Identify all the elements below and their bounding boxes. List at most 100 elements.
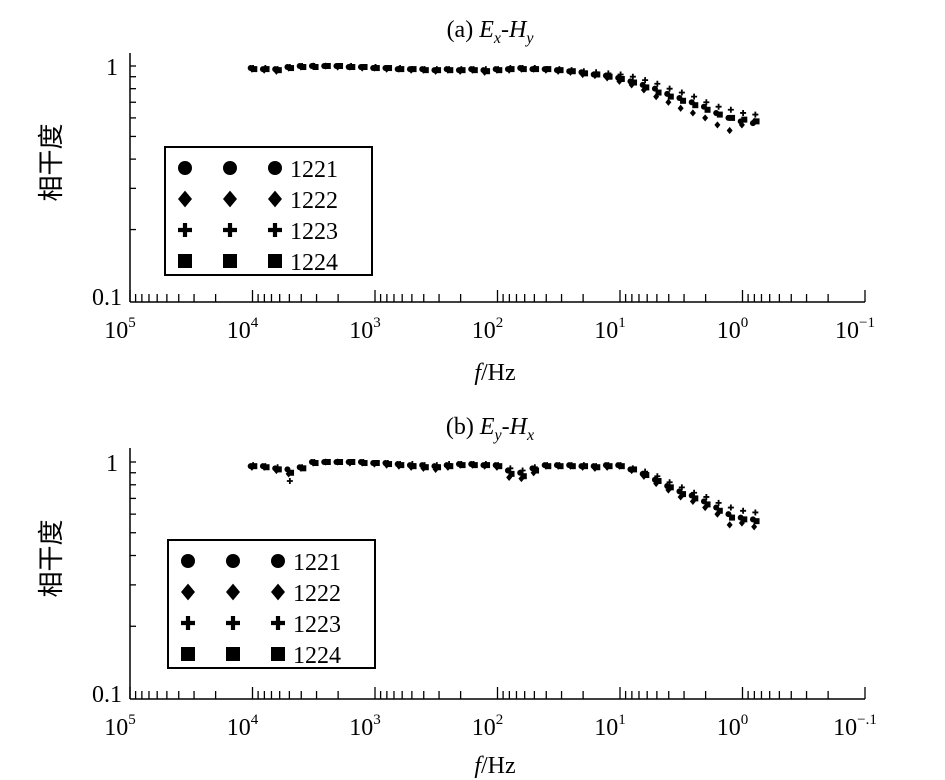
x-tick-base: 10 [104,715,128,741]
data-point-square [606,463,613,470]
data-point-plus [666,479,673,486]
data-point-square [618,75,625,82]
legend-square-icon [178,254,192,268]
data-point-diamond [506,473,513,481]
x-tick-label: 100 [717,712,749,741]
legend-circle-icon [223,161,237,175]
data-point-square [631,79,638,86]
x-tick-label: 10−1 [835,315,875,344]
legend-circle-icon [226,554,240,568]
data-point-square [508,470,515,477]
x-tick-exponent: 2 [496,315,504,331]
data-point-diamond [714,121,721,129]
y-tick-label: 1 [106,451,118,477]
legend-circle-icon [181,554,195,568]
data-point-plus [727,106,734,113]
data-point-square [361,64,368,71]
data-point-square [398,462,405,469]
x-tick-label: 104 [227,712,259,741]
data-point-square [716,111,723,118]
data-point-square [422,464,429,471]
legend-square-icon [271,647,285,661]
data-point-square [667,484,674,491]
data-point-square [680,491,687,498]
legend-diamond-icon [181,583,195,601]
legend-label: 1224 [290,250,338,276]
series-1224 [251,63,760,125]
data-point-square [582,463,589,470]
series-1223 [250,459,759,516]
legend-diamond-icon [268,190,282,208]
x-tick-label: 105 [104,315,136,344]
data-point-square [692,495,699,502]
y-tick-label: 0.1 [92,285,122,311]
title-e: E [478,17,494,43]
data-point-square [447,67,454,74]
data-point-square [422,67,429,74]
data-point-diamond [677,104,684,112]
legend: 1221 1222 1223 1224 [164,146,373,276]
data-point-square [557,463,564,470]
series-1224 [251,459,760,525]
data-point-square [398,66,405,73]
data-point-square [251,66,258,73]
data-point-square [594,71,601,78]
x-tick-exponent: −.1 [857,712,877,728]
x-tick-label: 103 [349,315,381,344]
data-point-diamond [751,523,758,531]
chart-title: (a) Ex-Hy [447,17,535,47]
data-point-square [667,93,674,100]
legend-plus-icon [268,223,282,237]
legend-diamond-icon [178,190,192,208]
title-dash: - [502,414,510,440]
title-dash: - [501,17,509,43]
data-point-plus [715,103,722,110]
data-point-plus [642,77,649,84]
data-point-diamond [738,121,745,129]
y-tick-label: 1 [106,55,118,81]
legend-square-icon [223,254,237,268]
x-label-f: f [474,360,484,386]
legend-square-icon [268,254,282,268]
data-point-square [520,66,527,73]
x-axis-label: f/Hz [474,360,515,386]
data-point-plus [519,467,526,474]
data-point-square [716,507,723,514]
data-point-diamond [702,503,709,512]
data-point-square [496,463,503,470]
legend: 1221 1222 1223 1224 [167,539,376,669]
data-point-plus [678,484,685,491]
title-h: H [509,414,529,440]
data-point-square [741,516,748,523]
legend-circle-icon [271,554,285,568]
data-point-diamond [653,92,660,101]
data-point-square [312,460,319,467]
x-tick-exponent: 5 [128,712,136,728]
data-point-diamond [689,109,696,117]
data-point-square [606,73,613,80]
legend-plus-icon [226,616,240,630]
data-point-diamond [726,521,733,529]
data-point-plus [286,478,293,485]
data-point-square [631,466,638,473]
data-point-square [692,102,699,109]
data-point-plus [727,504,734,511]
data-point-plus [752,509,759,516]
legend-square-icon [226,647,240,661]
data-point-plus [715,499,722,506]
legend-label: 1221 [290,157,338,183]
y-axis-label: 相干度 [37,123,67,201]
data-point-square [741,116,748,123]
title-e: E [479,414,495,440]
legend-plus-icon [223,223,237,237]
data-point-square [569,463,576,470]
legend-diamond-icon [226,583,240,601]
data-point-square [324,63,331,69]
x-axis-label: f/Hz [474,753,515,779]
data-point-square [337,63,344,69]
title-prefix: (b) [446,414,480,440]
data-point-square [447,463,454,470]
